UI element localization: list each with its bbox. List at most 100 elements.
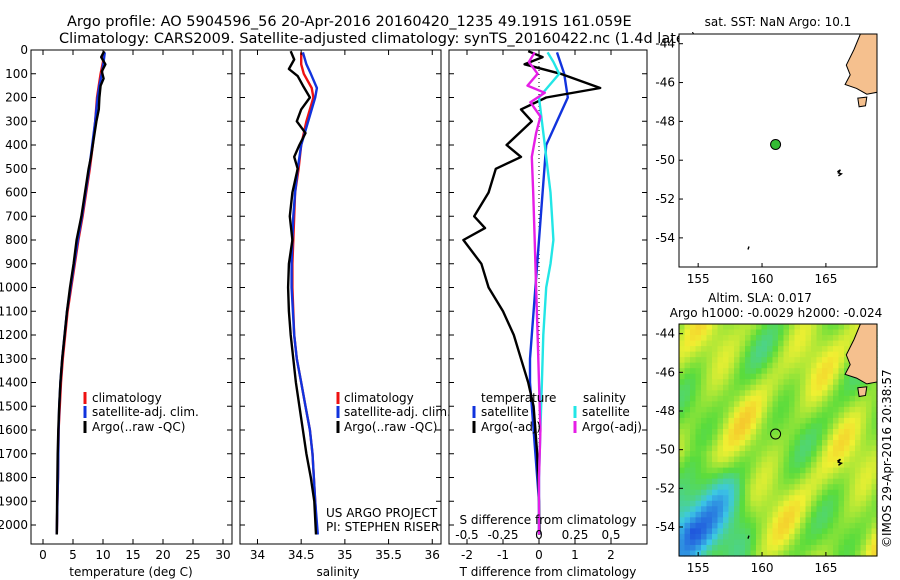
sla-cell	[739, 495, 746, 502]
sla-cell	[756, 368, 763, 375]
sla-cell	[789, 384, 796, 391]
sla-cell	[800, 539, 807, 546]
sla-cell	[756, 522, 763, 529]
sla-cell	[712, 368, 719, 375]
sla-cell	[822, 489, 829, 496]
sla-cell	[855, 401, 862, 408]
sla-cell	[712, 412, 719, 419]
sla-cell	[684, 506, 691, 513]
sla-cell	[734, 440, 741, 447]
sla-cell	[844, 434, 851, 441]
sla-cell	[695, 368, 702, 375]
sla-cell	[827, 368, 834, 375]
sla-cell	[728, 467, 735, 474]
sla-cell	[706, 517, 713, 524]
sla-cell	[827, 506, 834, 513]
sla-cell	[712, 539, 719, 546]
sla-cell	[701, 522, 708, 529]
sla-cell	[739, 351, 746, 358]
sla-cell	[805, 428, 812, 436]
sla-cell	[855, 484, 862, 491]
y-tick-label: 1300	[0, 352, 28, 366]
sla-cell	[833, 390, 840, 397]
sla-cell	[723, 495, 730, 502]
sla-cell	[712, 417, 719, 425]
lat-tick-label: -44	[655, 37, 675, 51]
sla-cell	[684, 478, 691, 485]
sla-cell	[789, 434, 796, 441]
sla-cell	[783, 506, 790, 513]
sla-cell	[822, 511, 829, 518]
sla-cell	[723, 478, 730, 485]
sla-cell	[871, 467, 878, 474]
sla-cell	[822, 544, 829, 552]
sla-cell	[767, 500, 774, 507]
sla-cell	[684, 434, 691, 441]
sla-cell	[783, 324, 790, 331]
sla-cell	[816, 390, 823, 397]
sla-cell	[811, 340, 818, 347]
sla-cell	[761, 395, 768, 402]
sla-cell	[789, 351, 796, 358]
sla-cell	[838, 406, 845, 413]
sla-cell	[871, 417, 878, 425]
sla-cell	[679, 417, 686, 425]
sla-cell	[844, 544, 851, 552]
sla-cell	[816, 445, 823, 452]
lat-tick-label: -54	[655, 231, 675, 245]
sla-cell	[701, 351, 708, 358]
sla-cell	[811, 373, 818, 380]
sla-cell	[684, 346, 691, 353]
sla-cell	[684, 511, 691, 518]
sla-cell	[745, 511, 752, 518]
sla-cell	[761, 346, 768, 353]
sla-cell	[805, 340, 812, 347]
x-tick-label: 36	[425, 548, 440, 562]
sla-cell	[717, 340, 724, 347]
sla-cell	[690, 445, 697, 452]
sla-cell	[756, 324, 763, 331]
lat-tick-label: -54	[655, 520, 675, 534]
sla-cell	[734, 478, 741, 485]
sla-cell	[679, 434, 686, 441]
sla-cell	[750, 423, 757, 430]
sla-cell	[750, 406, 757, 413]
sla-cell	[706, 362, 713, 369]
sla-cell	[789, 517, 796, 524]
sla-cell	[695, 434, 702, 441]
sla-cell	[794, 384, 801, 391]
sla-cell	[800, 362, 807, 369]
sla-cell	[728, 346, 735, 353]
sla-cell	[833, 406, 840, 413]
sla-cell	[866, 434, 873, 441]
sla-cell	[866, 456, 873, 463]
sla-cell	[816, 412, 823, 419]
sla-cell	[794, 368, 801, 375]
sla-cell	[767, 395, 774, 402]
sla-cell	[739, 379, 746, 386]
sla-cell	[695, 445, 702, 452]
sla-cell	[728, 440, 735, 447]
sla-cell	[756, 423, 763, 430]
y-tick-label: 0	[20, 43, 28, 57]
sla-cell	[833, 456, 840, 463]
sla-cell	[690, 456, 697, 463]
sla-cell	[679, 495, 686, 502]
sla-cell	[855, 533, 862, 541]
sla-cell	[734, 390, 741, 397]
auckland-islands	[837, 169, 843, 177]
sla-cell	[794, 533, 801, 541]
sla-cell	[717, 456, 724, 463]
sla-cell	[695, 412, 702, 419]
sla-cell	[750, 390, 757, 397]
sla-cell	[767, 544, 774, 552]
sla-cell	[794, 417, 801, 425]
sla-cell	[745, 335, 752, 342]
sla-cell	[706, 329, 713, 336]
sla-cell	[816, 500, 823, 507]
sla-cell	[772, 511, 779, 518]
sla-cell	[860, 489, 867, 496]
sla-cell	[860, 517, 867, 524]
sla-cell	[811, 522, 818, 529]
series-line-salinity-satellite	[537, 51, 561, 535]
